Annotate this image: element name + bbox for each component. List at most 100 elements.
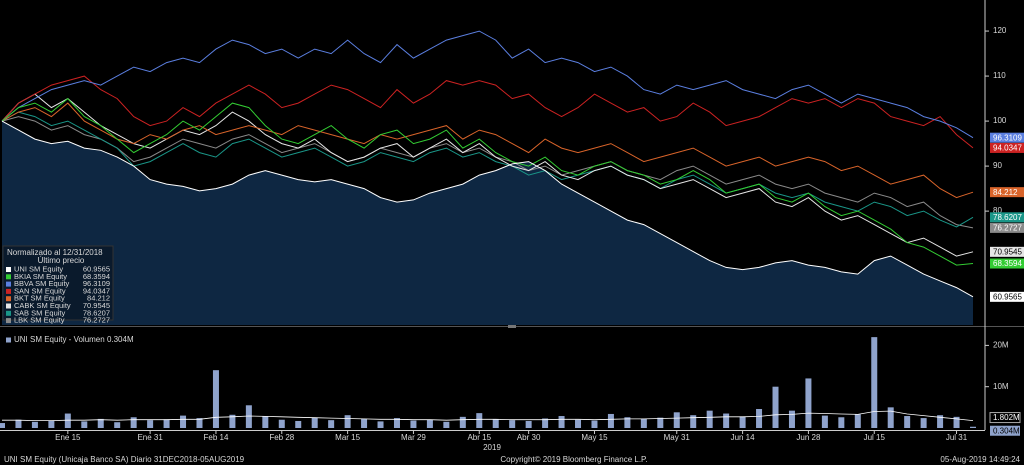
volume-bar xyxy=(788,410,795,428)
legend-value: 70.9545 xyxy=(83,301,110,310)
volume-bar xyxy=(920,418,927,428)
volume-bar xyxy=(937,415,944,428)
last-value-tag xyxy=(990,258,1024,269)
legend-label: UNI SM Equity xyxy=(14,264,63,273)
legend-label: SAN SM Equity xyxy=(14,286,66,295)
volume-bar xyxy=(459,416,466,428)
legend-name: UNI SM Equity - Volumen xyxy=(14,335,105,344)
volume-bar xyxy=(196,418,203,428)
volume-bar xyxy=(871,337,878,428)
last-value-label: 76.2727 xyxy=(993,224,1022,233)
x-tick-label: Jul 15 xyxy=(864,433,886,442)
line xyxy=(1,102,974,199)
legend-swatch xyxy=(6,274,11,280)
legend-title: Normalizado al 12/31/2018 xyxy=(7,248,103,257)
volume-bar xyxy=(854,414,861,428)
legend-label: LBK SM Equity xyxy=(14,316,65,325)
line xyxy=(1,111,974,228)
x-tick-label: Jun 28 xyxy=(796,433,821,442)
volume-bar xyxy=(690,415,697,428)
footer-center: Copyright© 2019 Bloomberg Finance L.P. xyxy=(500,455,647,464)
volume-bar xyxy=(953,416,960,428)
last-value-label: 96.3109 xyxy=(993,133,1022,142)
last-value-label: 1.802M xyxy=(993,413,1020,422)
volume-bar xyxy=(130,417,137,428)
volume-bar xyxy=(410,420,417,428)
moving-average-line xyxy=(2,410,974,421)
last-value-tag xyxy=(990,246,1024,257)
footer-left: UNI SM Equity (Unicaja Banco SA) Diario … xyxy=(4,455,245,464)
last-value-label: 84.212 xyxy=(993,188,1018,197)
x-tick-label: May 31 xyxy=(664,433,691,442)
legend-label: BBVA SM Equity xyxy=(14,279,70,288)
x-tick-label: Ene 15 xyxy=(55,433,81,442)
volume-bar xyxy=(970,426,976,428)
volume-bar xyxy=(377,421,384,428)
volume-bar xyxy=(0,423,5,428)
volume-bar xyxy=(295,420,302,428)
volume-bar xyxy=(723,413,730,428)
volume-bar xyxy=(245,405,252,428)
volume-bar xyxy=(624,417,631,428)
area xyxy=(2,121,973,325)
legend-swatch xyxy=(6,288,11,294)
line xyxy=(1,30,974,139)
x-tick-label: Mar 29 xyxy=(401,433,426,442)
legend-swatch xyxy=(6,318,11,324)
volume-bar xyxy=(278,419,285,428)
line xyxy=(1,97,974,266)
volume-bar xyxy=(212,370,219,428)
last-value-label: 0.304M xyxy=(993,426,1020,435)
y-tick-label: 120 xyxy=(993,26,1007,35)
line xyxy=(1,93,974,257)
volume-bar xyxy=(756,409,763,428)
last-value-label: 60.9565 xyxy=(993,292,1022,301)
legend-box xyxy=(2,245,114,321)
volume-bar xyxy=(706,410,713,428)
legend-label: BKT SM Equity xyxy=(14,294,65,303)
x-tick-label: Jun 14 xyxy=(731,433,756,442)
volume-bar xyxy=(542,418,549,428)
legend-value: 78.6207 xyxy=(83,308,110,317)
x-tick-label: Feb 14 xyxy=(203,433,228,442)
volume-bar xyxy=(97,418,104,428)
volume-bar xyxy=(147,420,154,428)
y-tick-label: 10M xyxy=(993,382,1009,391)
volume-bar xyxy=(393,418,400,428)
legend-label: SAB SM Equity xyxy=(14,308,66,317)
x-tick-label: May 15 xyxy=(581,433,608,442)
volume-bar xyxy=(31,421,38,428)
volume-bar xyxy=(821,415,828,428)
volume-bar xyxy=(575,419,582,428)
legend-swatch xyxy=(6,267,11,272)
volume-bar xyxy=(344,415,351,428)
legend-subtitle: Último precio xyxy=(38,256,85,265)
volume-bar xyxy=(772,386,779,428)
line xyxy=(1,75,974,149)
legend-value: 60.9565 xyxy=(83,264,110,273)
x-tick-label: Abr 15 xyxy=(467,433,491,442)
legend-value: 94.0347 xyxy=(83,286,110,295)
volume-bar xyxy=(591,420,598,428)
volume-bar xyxy=(163,419,170,428)
x-tick-label: Abr 30 xyxy=(517,433,541,442)
y-tick-label: 80 xyxy=(993,206,1002,215)
legend-swatch xyxy=(6,281,11,287)
legend-swatch xyxy=(6,303,11,309)
volume-bar xyxy=(229,414,236,428)
last-value-label: 78.6207 xyxy=(993,213,1022,222)
volume-bar xyxy=(509,420,516,428)
y-tick-label: 90 xyxy=(993,161,1002,170)
legend-value: 84.212 xyxy=(87,294,110,303)
last-value-label: 68.3594 xyxy=(993,259,1022,268)
volume-bar xyxy=(328,420,335,428)
volume-bar xyxy=(525,420,532,428)
x-axis-label: 2019 xyxy=(483,443,501,452)
last-value-tag xyxy=(990,291,1024,302)
legend-swatch xyxy=(6,310,11,316)
volume-bar xyxy=(426,419,433,428)
volume-bar xyxy=(15,419,22,428)
x-tick-label: Feb 28 xyxy=(269,433,294,442)
last-value-label: 94.0347 xyxy=(993,144,1022,153)
